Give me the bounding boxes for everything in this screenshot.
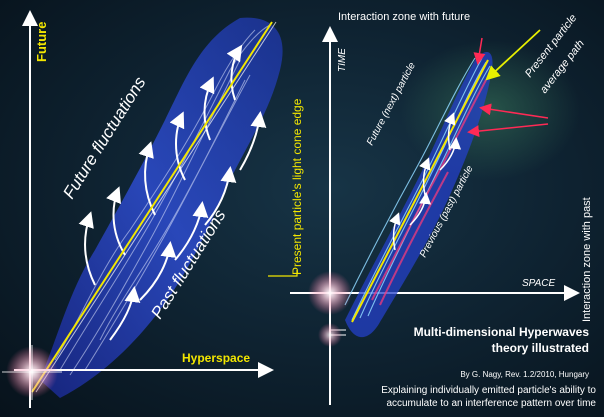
arrow-past-zone-1 bbox=[479, 103, 549, 119]
caption-desc-line1: Explaining individually emitted particle… bbox=[381, 385, 596, 396]
light-cone-edge-line bbox=[31, 21, 273, 393]
left-fluctuation-arrows bbox=[78, 44, 267, 341]
label-light-cone-edge: Present particle's light cone edge bbox=[290, 98, 304, 275]
caption-title-line2: theory illustrated bbox=[492, 341, 589, 355]
right-strand-arrows bbox=[389, 112, 462, 251]
axis-label-space: SPACE bbox=[522, 278, 555, 289]
origin-flare-right bbox=[308, 271, 352, 315]
light-cone-bracket bbox=[268, 270, 298, 277]
label-interaction-past: Interaction zone with past bbox=[581, 197, 593, 322]
axis-label-future: Future bbox=[34, 22, 49, 62]
arrow-past-zone-2 bbox=[467, 123, 549, 138]
axis-label-time: TIME bbox=[337, 48, 348, 72]
axis-label-hyperspace: Hyperspace bbox=[182, 351, 250, 365]
left-panel: Future Hyperspace Future fluctuations Pa… bbox=[2, 10, 304, 408]
caption: Multi-dimensional Hyperwaves theory illu… bbox=[381, 325, 596, 409]
left-wave-band bbox=[40, 17, 283, 398]
right-wave-strands bbox=[344, 57, 491, 321]
label-interaction-future: Interaction zone with future bbox=[338, 11, 470, 23]
average-path-line bbox=[351, 59, 489, 323]
caption-author: By G. Nagy, Rev. 1.2/2010, Hungary bbox=[460, 370, 589, 379]
right-red-strands bbox=[371, 79, 487, 306]
caption-title-line1: Multi-dimensional Hyperwaves bbox=[414, 325, 590, 339]
arrow-future-zone bbox=[473, 37, 486, 65]
caption-desc-line2: accumulate to an interference pattern ov… bbox=[386, 398, 596, 409]
arrow-average-path bbox=[485, 29, 541, 81]
